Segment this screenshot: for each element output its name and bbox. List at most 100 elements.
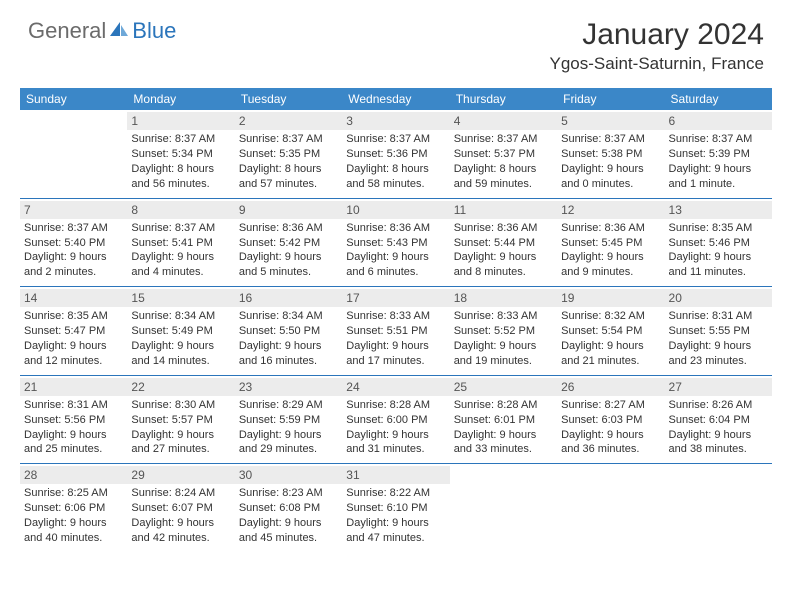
day-number: 12 (557, 201, 664, 219)
sunset-text: Sunset: 5:57 PM (131, 413, 230, 428)
day-number: 5 (557, 112, 664, 130)
day-number: 25 (450, 378, 557, 396)
sunrise-text: Sunrise: 8:22 AM (346, 486, 445, 501)
day-number: 6 (665, 112, 772, 130)
day-cell: 5Sunrise: 8:37 AMSunset: 5:38 PMDaylight… (557, 110, 664, 198)
daylight1-text: Daylight: 9 hours (239, 516, 338, 531)
day-cell: 19Sunrise: 8:32 AMSunset: 5:54 PMDayligh… (557, 287, 664, 376)
sunset-text: Sunset: 5:45 PM (561, 236, 660, 251)
sunset-text: Sunset: 6:00 PM (346, 413, 445, 428)
sunset-text: Sunset: 5:47 PM (24, 324, 123, 339)
daylight2-text: and 16 minutes. (239, 354, 338, 369)
daylight2-text: and 45 minutes. (239, 531, 338, 546)
sunrise-text: Sunrise: 8:34 AM (239, 309, 338, 324)
daylight2-text: and 59 minutes. (454, 177, 553, 192)
sunrise-text: Sunrise: 8:27 AM (561, 398, 660, 413)
sunset-text: Sunset: 5:42 PM (239, 236, 338, 251)
daylight1-text: Daylight: 9 hours (346, 250, 445, 265)
day-number: 26 (557, 378, 664, 396)
sunrise-text: Sunrise: 8:36 AM (561, 221, 660, 236)
sunrise-text: Sunrise: 8:37 AM (669, 132, 768, 147)
sunrise-text: Sunrise: 8:36 AM (454, 221, 553, 236)
daylight2-text: and 31 minutes. (346, 442, 445, 457)
day-cell: 27Sunrise: 8:26 AMSunset: 6:04 PMDayligh… (665, 375, 772, 464)
daylight1-text: Daylight: 9 hours (24, 339, 123, 354)
day-number: 30 (235, 466, 342, 484)
daylight1-text: Daylight: 9 hours (561, 162, 660, 177)
day-number: 19 (557, 289, 664, 307)
daylight2-text: and 17 minutes. (346, 354, 445, 369)
day-number: 23 (235, 378, 342, 396)
daylight2-text: and 25 minutes. (24, 442, 123, 457)
daylight1-text: Daylight: 8 hours (346, 162, 445, 177)
day-number: 27 (665, 378, 772, 396)
day-cell: 20Sunrise: 8:31 AMSunset: 5:55 PMDayligh… (665, 287, 772, 376)
daylight1-text: Daylight: 9 hours (454, 339, 553, 354)
daylight1-text: Daylight: 9 hours (131, 516, 230, 531)
sunrise-text: Sunrise: 8:31 AM (24, 398, 123, 413)
daylight1-text: Daylight: 9 hours (346, 428, 445, 443)
daylight1-text: Daylight: 9 hours (561, 250, 660, 265)
day-cell: 18Sunrise: 8:33 AMSunset: 5:52 PMDayligh… (450, 287, 557, 376)
weekday-header: Sunday (20, 88, 127, 110)
day-cell: 14Sunrise: 8:35 AMSunset: 5:47 PMDayligh… (20, 287, 127, 376)
daylight2-text: and 4 minutes. (131, 265, 230, 280)
daylight1-text: Daylight: 9 hours (454, 428, 553, 443)
sunset-text: Sunset: 5:41 PM (131, 236, 230, 251)
sunset-text: Sunset: 6:07 PM (131, 501, 230, 516)
sunset-text: Sunset: 5:49 PM (131, 324, 230, 339)
day-cell: 7Sunrise: 8:37 AMSunset: 5:40 PMDaylight… (20, 198, 127, 287)
daylight1-text: Daylight: 9 hours (131, 428, 230, 443)
sunrise-text: Sunrise: 8:36 AM (239, 221, 338, 236)
day-cell: 30Sunrise: 8:23 AMSunset: 6:08 PMDayligh… (235, 464, 342, 552)
daylight2-text: and 58 minutes. (346, 177, 445, 192)
sunset-text: Sunset: 5:34 PM (131, 147, 230, 162)
daylight1-text: Daylight: 9 hours (669, 339, 768, 354)
sunrise-text: Sunrise: 8:34 AM (131, 309, 230, 324)
daylight2-text: and 57 minutes. (239, 177, 338, 192)
daylight2-text: and 19 minutes. (454, 354, 553, 369)
sunrise-text: Sunrise: 8:37 AM (346, 132, 445, 147)
sunset-text: Sunset: 5:37 PM (454, 147, 553, 162)
sunset-text: Sunset: 5:46 PM (669, 236, 768, 251)
daylight2-text: and 14 minutes. (131, 354, 230, 369)
day-cell (665, 464, 772, 552)
sunrise-text: Sunrise: 8:35 AM (669, 221, 768, 236)
day-number: 17 (342, 289, 449, 307)
day-number: 14 (20, 289, 127, 307)
sunset-text: Sunset: 5:55 PM (669, 324, 768, 339)
day-cell: 28Sunrise: 8:25 AMSunset: 6:06 PMDayligh… (20, 464, 127, 552)
day-number: 18 (450, 289, 557, 307)
day-cell: 21Sunrise: 8:31 AMSunset: 5:56 PMDayligh… (20, 375, 127, 464)
day-cell: 10Sunrise: 8:36 AMSunset: 5:43 PMDayligh… (342, 198, 449, 287)
daylight1-text: Daylight: 9 hours (131, 250, 230, 265)
daylight1-text: Daylight: 9 hours (669, 250, 768, 265)
day-cell: 8Sunrise: 8:37 AMSunset: 5:41 PMDaylight… (127, 198, 234, 287)
weekday-header: Saturday (665, 88, 772, 110)
daylight2-text: and 29 minutes. (239, 442, 338, 457)
sunset-text: Sunset: 5:52 PM (454, 324, 553, 339)
daylight2-text: and 11 minutes. (669, 265, 768, 280)
day-number: 28 (20, 466, 127, 484)
sunrise-text: Sunrise: 8:31 AM (669, 309, 768, 324)
daylight1-text: Daylight: 8 hours (454, 162, 553, 177)
daylight1-text: Daylight: 8 hours (131, 162, 230, 177)
day-cell (450, 464, 557, 552)
daylight2-text: and 12 minutes. (24, 354, 123, 369)
sunrise-text: Sunrise: 8:37 AM (24, 221, 123, 236)
sunrise-text: Sunrise: 8:37 AM (131, 132, 230, 147)
sunset-text: Sunset: 5:40 PM (24, 236, 123, 251)
sunset-text: Sunset: 6:01 PM (454, 413, 553, 428)
week-row: 1Sunrise: 8:37 AMSunset: 5:34 PMDaylight… (20, 110, 772, 198)
day-cell: 2Sunrise: 8:37 AMSunset: 5:35 PMDaylight… (235, 110, 342, 198)
day-cell: 31Sunrise: 8:22 AMSunset: 6:10 PMDayligh… (342, 464, 449, 552)
day-number: 15 (127, 289, 234, 307)
sunrise-text: Sunrise: 8:32 AM (561, 309, 660, 324)
sunset-text: Sunset: 6:04 PM (669, 413, 768, 428)
daylight1-text: Daylight: 9 hours (24, 516, 123, 531)
daylight2-text: and 2 minutes. (24, 265, 123, 280)
week-row: 14Sunrise: 8:35 AMSunset: 5:47 PMDayligh… (20, 287, 772, 376)
sunrise-text: Sunrise: 8:36 AM (346, 221, 445, 236)
sunset-text: Sunset: 5:43 PM (346, 236, 445, 251)
day-cell (20, 110, 127, 198)
